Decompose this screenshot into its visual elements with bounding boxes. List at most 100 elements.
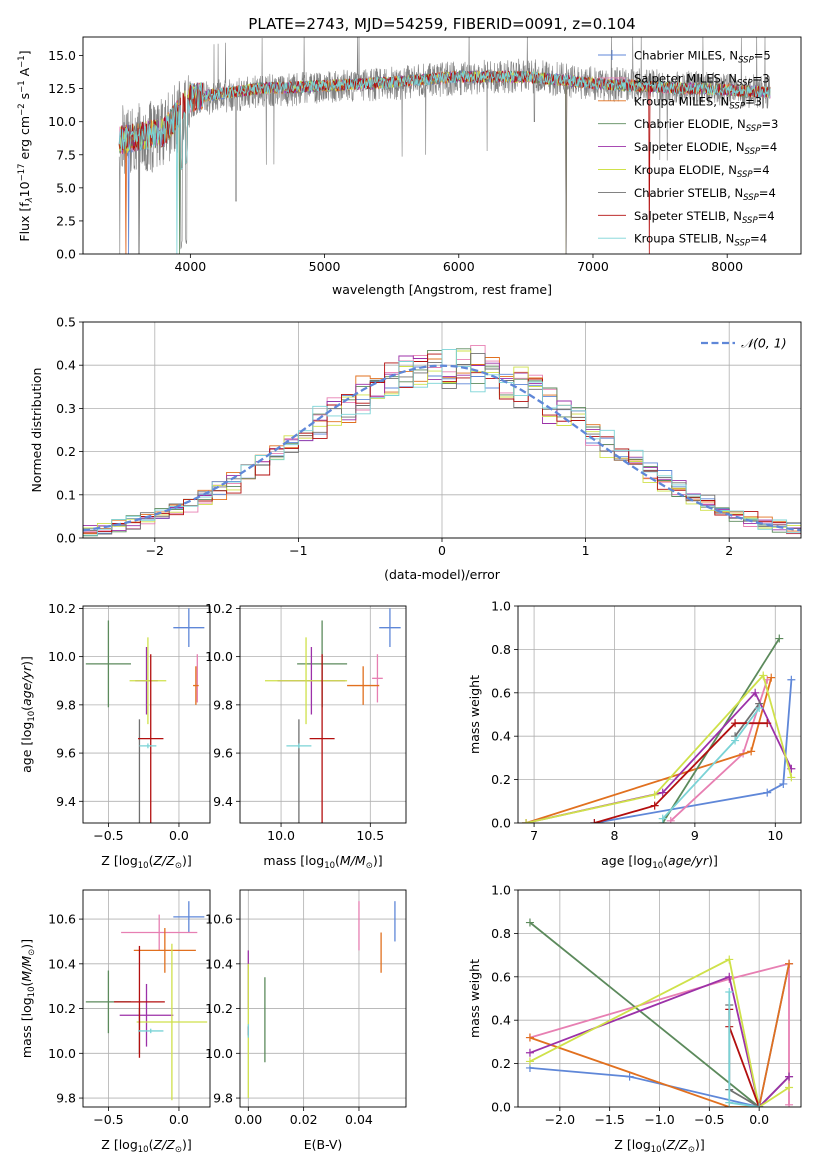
x-axis-label: age [log10(age/yr)] xyxy=(601,853,718,871)
age-vs-Z-panel: −0.5 0.0 9.4 9.6 9.8 10.0 10.2 Z [log10(Z/Z⊙)] a… xyxy=(19,601,211,871)
y-tick-label: 12.5 xyxy=(48,81,76,96)
weight-point xyxy=(767,673,776,682)
weight-vs-Z-marks xyxy=(525,918,794,1107)
y-tick-label: 9.8 xyxy=(213,697,233,712)
legend-entry: Salpeter MILES, NSSP=3 xyxy=(634,71,770,88)
x-axis-label: mass [log10(M/M⊙)] xyxy=(263,853,382,871)
y-tick-label: 0.0 xyxy=(491,816,511,831)
x-tick-label: 2 xyxy=(725,543,733,558)
weight-point xyxy=(650,801,659,810)
weight-series-5 xyxy=(529,975,790,1107)
x-axis-label: E(B-V) xyxy=(304,1137,343,1152)
y-tick-label: 10.2 xyxy=(205,601,233,616)
y-axis-label: Normed distribution xyxy=(29,368,44,493)
x-tick-label: 0.02 xyxy=(290,1112,318,1127)
y-tick-label: 0.3 xyxy=(56,401,76,416)
y-tick-label: 10.2 xyxy=(48,1001,76,1016)
y-tick-label: 0.4 xyxy=(491,729,511,744)
weight-point xyxy=(731,736,740,745)
weight-vs-age-panel: 7 8 9 10 0.0 0.2 0.4 0.6 0.8 1.0 age [log10(age/yr… xyxy=(467,599,802,871)
spectrum-marks xyxy=(118,37,771,254)
y-tick-label: 0.2 xyxy=(491,772,511,787)
weight-series-6 xyxy=(529,958,790,1107)
y-tick-label: 0.4 xyxy=(491,1013,511,1028)
y-tick-label: 9.4 xyxy=(213,794,233,809)
y-tick-label: 10.0 xyxy=(48,649,76,664)
y-tick-label: 10.2 xyxy=(205,1001,233,1016)
y-tick-label: 0.1 xyxy=(56,487,76,502)
normal-curve xyxy=(83,364,801,532)
legend-entry: Salpeter STELIB, NSSP=4 xyxy=(634,209,775,226)
weight-point xyxy=(658,814,667,823)
mass-vs-Z-panel: −0.5 0.0 9.8 10.0 10.2 10.4 10.6 Z [log10(Z/Z⊙)… xyxy=(19,889,211,1155)
weight-series-2 xyxy=(529,962,790,1105)
y-tick-label: 9.8 xyxy=(56,1091,76,1106)
weight-point xyxy=(525,918,534,927)
x-tick-label: 5000 xyxy=(309,259,341,274)
y-tick-label: 0.8 xyxy=(491,642,511,657)
y-tick-label: 0.6 xyxy=(491,685,511,700)
y-tick-label: 0.8 xyxy=(491,926,511,941)
y-tick-label: 10.4 xyxy=(48,956,76,971)
x-tick-label: −0.5 xyxy=(93,828,123,843)
y-tick-label: 9.6 xyxy=(56,746,76,761)
legend-entry: Kroupa STELIB, NSSP=4 xyxy=(634,232,767,249)
x-tick-label: 0.0 xyxy=(749,1112,769,1127)
legend-entry: Kroupa ELODIE, NSSP=4 xyxy=(634,163,770,180)
y-tick-label: 10.0 xyxy=(48,1046,76,1061)
y-tick-label: 1.0 xyxy=(491,599,511,614)
mass-vs-ebv-marks xyxy=(247,901,396,1099)
x-tick-label: −0.5 xyxy=(93,1112,123,1127)
weight-point xyxy=(785,959,794,968)
age-vs-mass-marks xyxy=(264,608,401,823)
axes-frame xyxy=(517,605,802,824)
x-tick-label: 0.0 xyxy=(169,1112,189,1127)
weight-point xyxy=(755,703,764,712)
y-axis-label: mass weight xyxy=(467,959,482,1038)
weight-point xyxy=(755,1103,764,1107)
y-tick-label: 9.8 xyxy=(213,1091,233,1106)
weight-series-1 xyxy=(594,679,793,823)
x-tick-label: −0.5 xyxy=(694,1112,724,1127)
x-tick-label: 0.04 xyxy=(345,1112,373,1127)
weight-vs-Z-panel: −2.0 −1.5 −1.0 −0.5 0.0 0.0 0.2 0.4 0.6 0.8 1.0 Z [… xyxy=(467,883,802,1155)
x-axis-label: Z [log10(Z/Z⊙)] xyxy=(101,853,191,871)
y-tick-label: 9.6 xyxy=(213,746,233,761)
weight-point xyxy=(747,747,756,756)
weight-point xyxy=(787,675,796,684)
y-tick-label: 0.0 xyxy=(56,247,76,262)
weight-point xyxy=(763,719,772,728)
legend-entry: Salpeter ELODIE, NSSP=4 xyxy=(634,140,777,157)
y-tick-label: 0.4 xyxy=(56,358,76,373)
model-spectrum-9 xyxy=(118,69,771,254)
legend-entry: 𝒩(0, 1) xyxy=(741,336,787,351)
x-axis-label: Z [log10(Z/Z⊙)] xyxy=(614,1137,704,1155)
weight-point xyxy=(785,1100,794,1107)
mass-vs-ebv-panel: 0.00 0.02 0.04 9.8 10.0 10.2 10.4 10.6 E(B-V) xyxy=(205,889,407,1152)
y-tick-label: 9.8 xyxy=(56,697,76,712)
weight-series-3 xyxy=(529,963,790,1107)
weight-point xyxy=(658,788,667,797)
weight-point xyxy=(525,1048,534,1057)
legend-entry: Chabrier STELIB, NSSP=4 xyxy=(634,186,776,203)
mass-vs-Z-marks xyxy=(85,901,208,1101)
y-tick-label: 0.0 xyxy=(56,531,76,546)
weight-point xyxy=(763,788,772,797)
axes-frame xyxy=(239,605,407,824)
axes-frame xyxy=(82,605,211,824)
weight-point xyxy=(725,955,734,964)
y-tick-label: 10.0 xyxy=(205,649,233,664)
y-axis-label: age [log10(age/yr)] xyxy=(19,656,37,773)
x-tick-label: 8 xyxy=(611,828,619,843)
age-vs-Z-marks xyxy=(85,608,205,823)
legend-entry: Kroupa MILES, NSSP=3 xyxy=(634,94,762,111)
weight-series-6 xyxy=(525,673,793,823)
spectrum-panel: 4000 5000 6000 7000 8000 0.0 2.5 5.0 7.5 10.0 12.5… xyxy=(17,36,802,297)
weight-point xyxy=(650,790,659,799)
y-tick-label: 10.0 xyxy=(205,1046,233,1061)
weight-point xyxy=(525,1033,534,1042)
y-tick-label: 9.4 xyxy=(56,794,76,809)
x-tick-label: 0.0 xyxy=(169,828,189,843)
weight-point xyxy=(775,634,784,643)
figure-title: PLATE=2743, MJD=54259, FIBERID=0091, z=0… xyxy=(248,15,635,33)
